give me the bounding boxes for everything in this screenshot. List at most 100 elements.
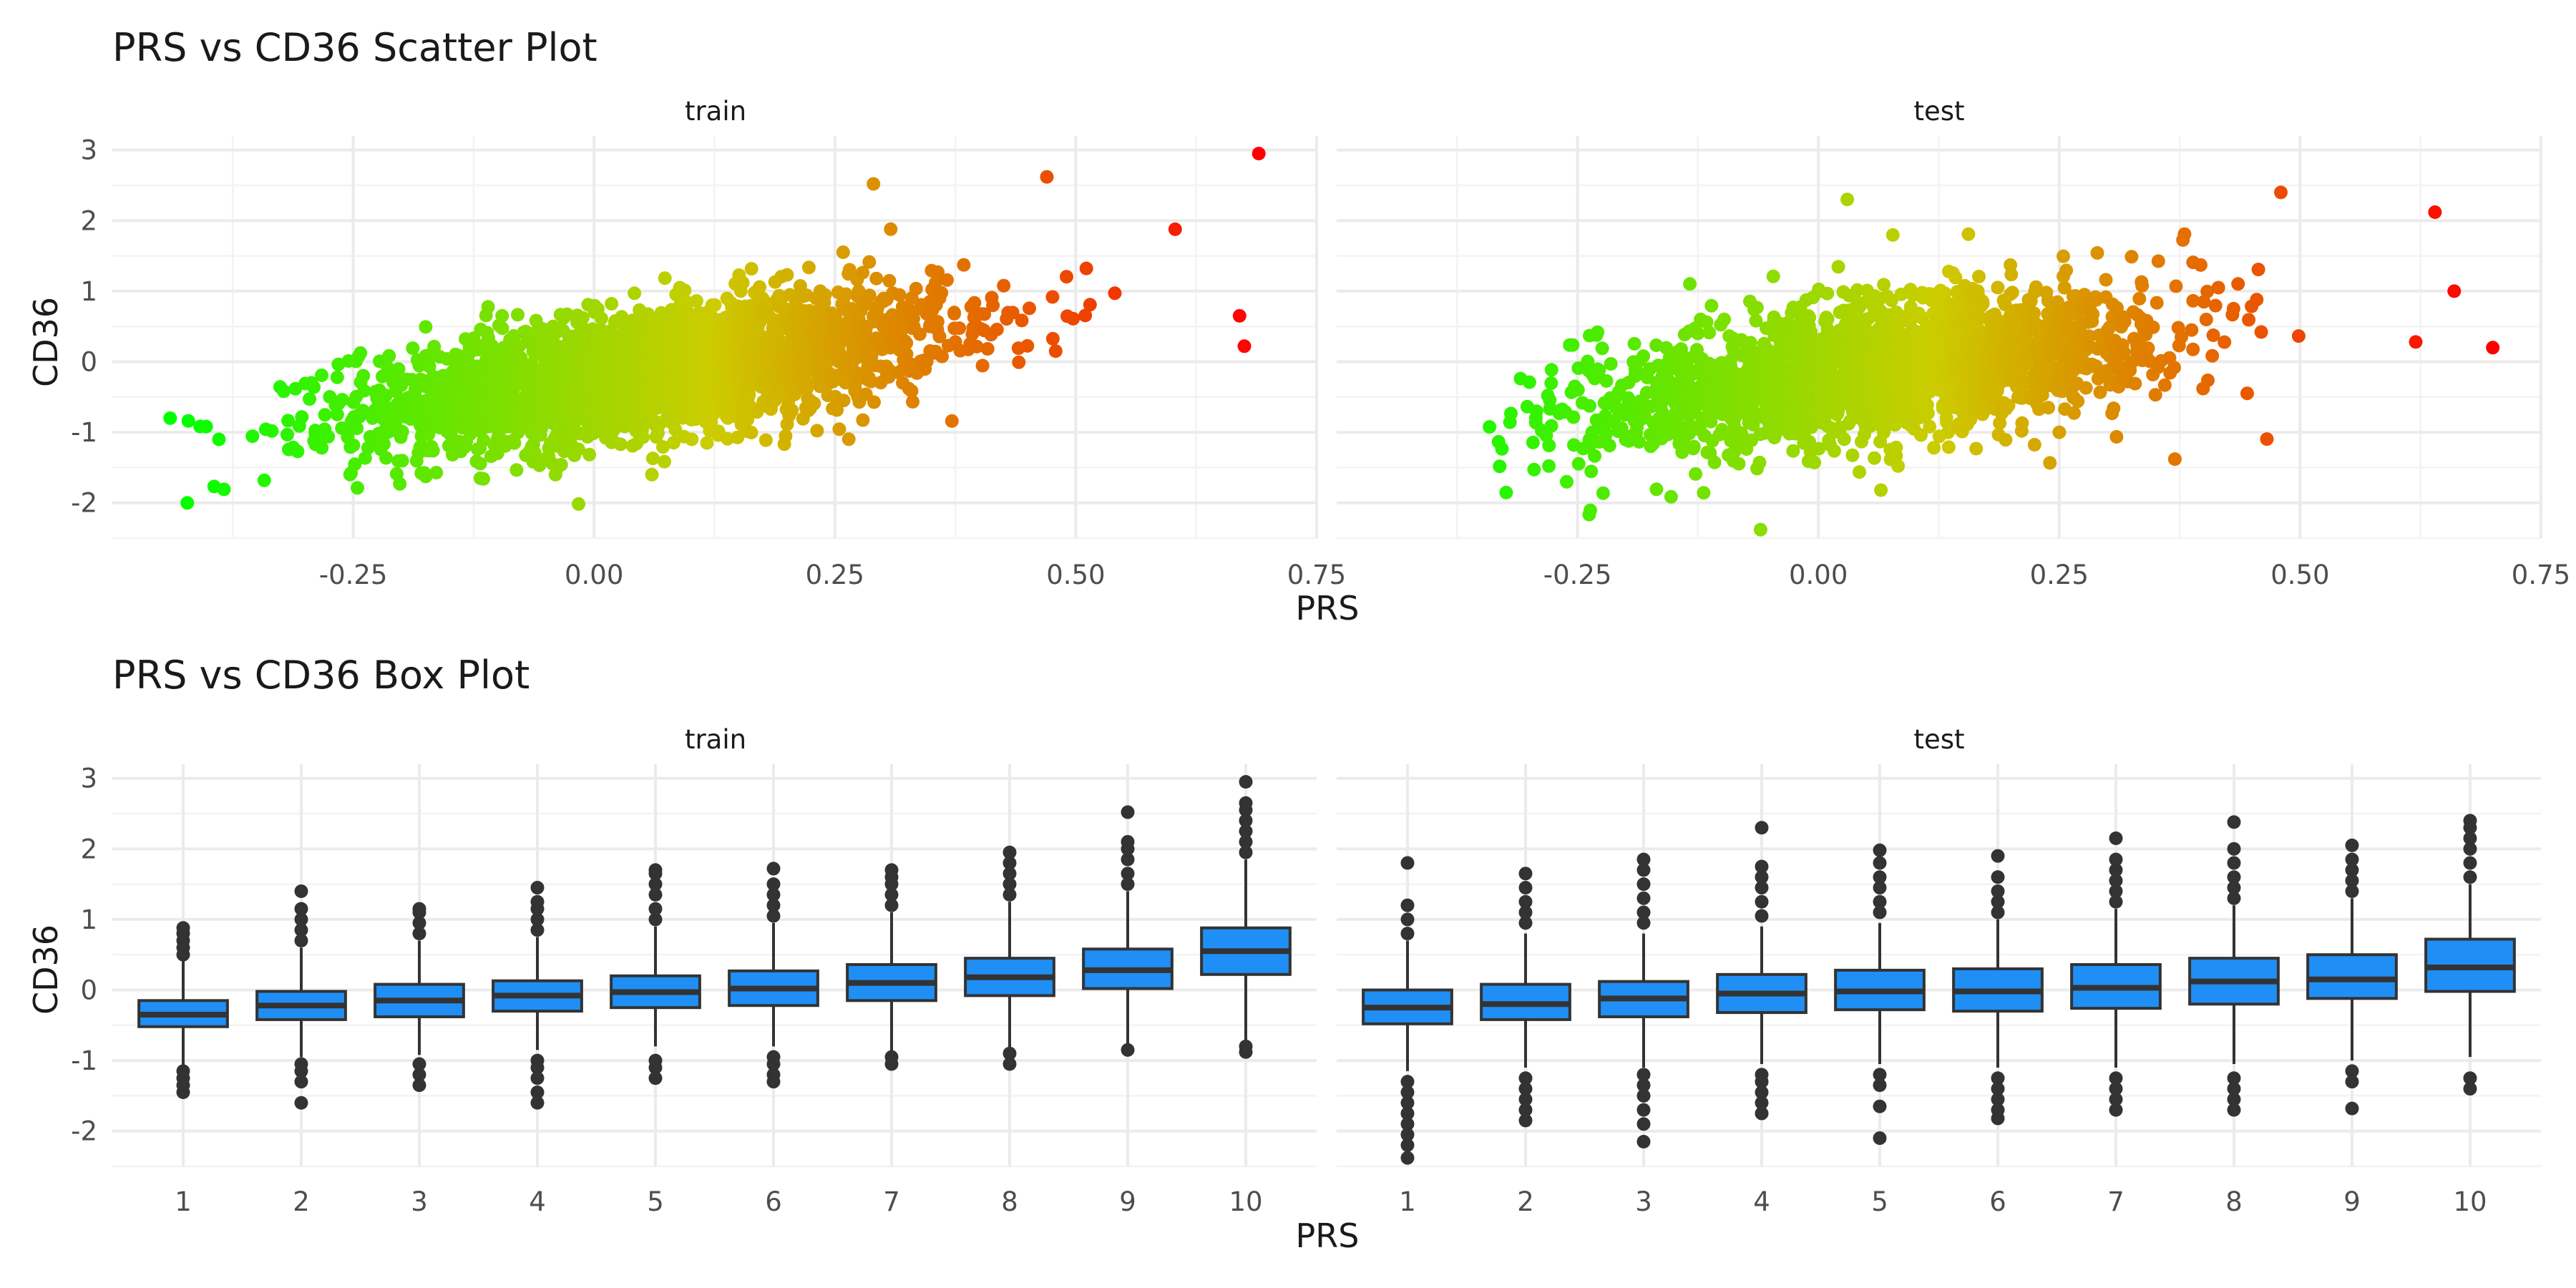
box-test-5 xyxy=(1834,843,1926,1146)
outlier-point xyxy=(412,1068,426,1082)
data-point xyxy=(1853,465,1866,479)
data-point xyxy=(1168,222,1182,236)
outlier-point xyxy=(1636,1088,1651,1103)
data-point xyxy=(928,275,942,290)
outlier-point xyxy=(1400,898,1415,912)
data-point xyxy=(884,222,898,236)
data-point xyxy=(2071,394,2085,409)
data-point xyxy=(1045,331,1060,346)
outlier-point xyxy=(1121,867,1135,881)
box-train-9 xyxy=(1082,805,1174,1057)
y-tick-label: 3 xyxy=(80,763,97,794)
x-tick-label: 0.75 xyxy=(1287,560,1346,590)
data-point xyxy=(1012,355,1026,369)
data-point xyxy=(1689,467,1703,481)
data-point xyxy=(605,297,619,311)
outlier-point xyxy=(1518,1092,1533,1106)
data-point xyxy=(1914,428,1928,442)
outlier-point xyxy=(648,1060,663,1075)
outlier-point xyxy=(1002,877,1017,892)
data-point xyxy=(351,481,364,495)
data-point xyxy=(2150,296,2164,310)
outlier-point xyxy=(2227,841,2241,856)
data-point xyxy=(509,463,524,477)
x-tick-label: 0.00 xyxy=(565,560,623,590)
data-point xyxy=(1585,425,1599,439)
data-point xyxy=(2167,452,2182,467)
data-point xyxy=(1749,313,1763,328)
outlier-point xyxy=(1873,1099,1887,1113)
outlier-point xyxy=(1121,877,1135,892)
data-point xyxy=(1664,489,1678,504)
scatter-title: PRS vs CD36 Scatter Plot xyxy=(112,25,597,70)
data-point xyxy=(1807,455,1822,469)
data-point xyxy=(832,422,847,436)
x-tick-label: 6 xyxy=(765,1186,782,1217)
data-point xyxy=(1604,357,1618,371)
data-point xyxy=(678,283,692,298)
outlier-point xyxy=(2463,1082,2477,1096)
data-point xyxy=(909,281,923,296)
data-point xyxy=(1972,270,1986,283)
data-point xyxy=(1802,434,1816,449)
data-point xyxy=(932,329,947,343)
outlier-point xyxy=(530,1096,545,1110)
data-point xyxy=(2186,293,2200,308)
data-point xyxy=(1938,286,1952,301)
data-point xyxy=(321,429,336,444)
box-test-9 xyxy=(2306,838,2398,1116)
x-tick-label: -0.25 xyxy=(319,560,388,590)
data-point xyxy=(199,419,213,434)
data-point xyxy=(721,431,735,446)
outlier-point xyxy=(2109,894,2123,909)
box-train-8 xyxy=(964,845,1055,1071)
data-point xyxy=(1526,435,1540,449)
x-tick-label: 10 xyxy=(2453,1186,2487,1217)
outlier-point xyxy=(1873,1078,1887,1093)
data-point xyxy=(2211,280,2225,295)
data-point xyxy=(330,370,344,384)
outlier-point xyxy=(1636,1134,1651,1148)
outlier-point xyxy=(1121,852,1135,867)
data-point xyxy=(980,342,995,356)
outlier-point xyxy=(1002,856,1017,870)
box-test-3 xyxy=(1598,852,1689,1148)
data-point xyxy=(2218,335,2232,349)
data-point xyxy=(1891,459,1906,473)
data-point xyxy=(935,349,949,364)
data-point xyxy=(348,457,362,472)
outlier-point xyxy=(1121,834,1135,849)
data-point xyxy=(2043,456,2057,470)
outlier-point xyxy=(2109,874,2123,888)
data-point xyxy=(780,268,794,282)
data-point xyxy=(2132,292,2147,306)
data-point xyxy=(1644,399,1659,414)
data-point xyxy=(1566,338,1580,352)
y-tick-label: 2 xyxy=(80,834,97,864)
outlier-point xyxy=(294,1096,308,1110)
outlier-point xyxy=(648,912,663,927)
data-point xyxy=(429,466,444,479)
data-point xyxy=(1868,451,1881,465)
box-title: PRS vs CD36 Box Plot xyxy=(112,653,530,698)
data-point xyxy=(1961,227,1976,241)
outlier-point xyxy=(1400,1096,1415,1110)
outlier-point xyxy=(884,887,899,902)
box-y-label: CD36 xyxy=(26,924,65,1015)
data-point xyxy=(758,433,773,447)
box-train-1 xyxy=(137,921,229,1099)
data-point xyxy=(353,346,368,360)
data-point xyxy=(904,384,919,398)
data-point xyxy=(1566,410,1581,424)
outlier-point xyxy=(1873,905,1887,919)
data-point xyxy=(1874,483,1888,497)
box-test-4 xyxy=(1716,821,1807,1121)
data-point xyxy=(1991,313,2004,327)
outlier-point xyxy=(1636,877,1651,892)
x-tick-label: 0.00 xyxy=(1789,560,1848,590)
outlier-point xyxy=(1400,1138,1415,1152)
x-tick-label: 9 xyxy=(1119,1186,1136,1217)
data-point xyxy=(2208,298,2223,313)
outlier-point xyxy=(1400,912,1415,927)
data-point xyxy=(935,286,949,300)
